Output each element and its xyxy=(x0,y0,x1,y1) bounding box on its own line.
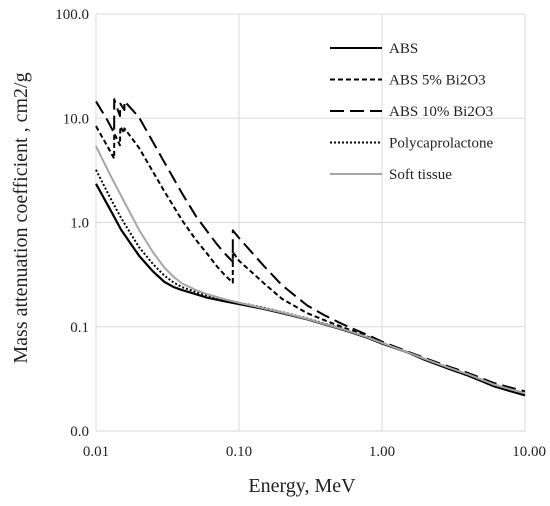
x-tick-label: 1.00 xyxy=(369,444,395,460)
y-tick-label: 10.0 xyxy=(63,111,89,127)
tick-labels: 0.0 0.1 1.0 10.0 100.0 0.01 0.10 1.00 10.00 xyxy=(55,7,546,460)
y-axis-title: Mass attenuation coefficient , cm2/g xyxy=(10,72,32,363)
series-line-soft-tissue xyxy=(95,145,526,395)
x-axis-title: Energy, MeV xyxy=(248,475,356,497)
series-layer xyxy=(95,98,526,397)
legend-label: ABS 5% Bi2O3 xyxy=(389,73,486,89)
y-tick-label: 100.0 xyxy=(55,7,89,23)
y-tick-label: 0.1 xyxy=(70,320,89,336)
x-tick-label: 10.00 xyxy=(512,444,546,460)
grid xyxy=(95,13,526,432)
y-tick-label: 1.0 xyxy=(70,216,89,232)
legend-label: Soft tissue xyxy=(389,167,452,183)
x-tick-label: 0.01 xyxy=(83,444,109,460)
legend-label: ABS 10% Bi2O3 xyxy=(389,104,493,120)
x-tick-label: 0.10 xyxy=(226,444,252,460)
y-tick-label: 0.0 xyxy=(70,424,89,440)
legend-label: Polycaprolactone xyxy=(389,136,493,152)
legend-label: ABS xyxy=(389,41,418,57)
legend: ABS ABS 5% Bi2O3 ABS 10% Bi2O3 Polycaprolac… xyxy=(330,41,493,183)
